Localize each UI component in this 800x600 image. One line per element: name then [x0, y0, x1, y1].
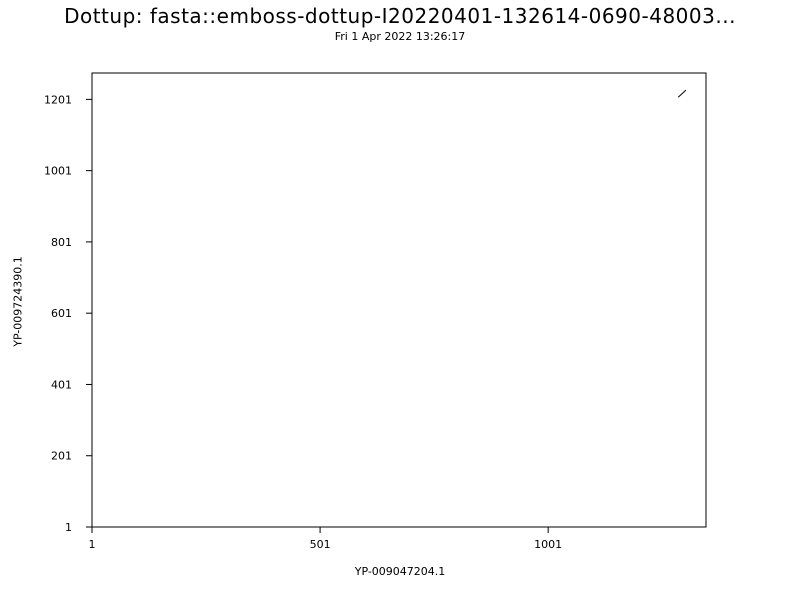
- x-tick-label: 1: [89, 538, 96, 551]
- y-tick-label: 801: [51, 236, 72, 249]
- y-tick-label: 1201: [44, 93, 72, 106]
- match-diagonal: [677, 89, 687, 98]
- y-tick-label: 401: [51, 378, 72, 391]
- y-axis-label: YP-009724390.1: [11, 256, 25, 347]
- x-tick-label: 1001: [534, 538, 562, 551]
- x-tick-label: 501: [310, 538, 331, 551]
- y-tick-label: 601: [51, 307, 72, 320]
- y-tick-label: 1: [65, 521, 72, 534]
- y-tick-label: 201: [51, 450, 72, 463]
- plot-frame: [91, 72, 707, 528]
- x-axis-label: YP-009047204.1: [354, 565, 446, 578]
- chart-title: Dottup: fasta::emboss-dottup-I20220401-1…: [64, 4, 736, 28]
- y-tick-label: 1001: [44, 165, 72, 178]
- chart-timestamp: Fri 1 Apr 2022 13:26:17: [334, 30, 466, 43]
